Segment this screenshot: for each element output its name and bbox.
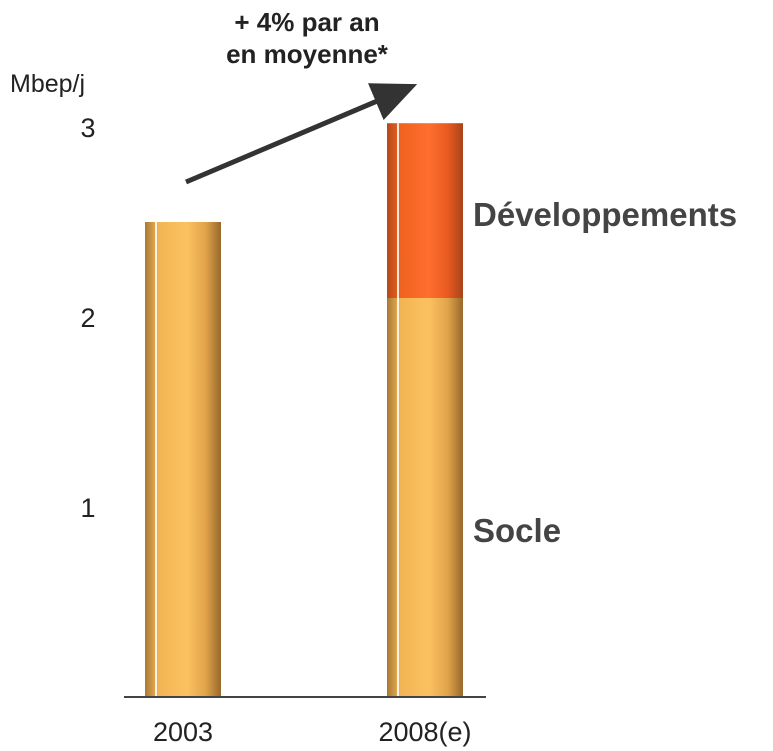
growth-arrow-icon bbox=[185, 83, 418, 185]
x-tick-label: 2008(e) bbox=[378, 717, 471, 747]
series-label-d-veloppements: Développements bbox=[473, 196, 737, 233]
bars-group bbox=[145, 123, 463, 697]
y-tick-label: 2 bbox=[80, 303, 95, 333]
bar-socle-2008-e bbox=[387, 298, 463, 697]
y-tick-labels: 1 2 3 bbox=[80, 113, 95, 523]
series-label-socle: Socle bbox=[473, 512, 561, 549]
bar-socle-2003 bbox=[145, 222, 221, 697]
y-axis-unit-label: Mbep/j bbox=[10, 70, 85, 98]
annotation-line-2: en moyenne* bbox=[226, 39, 389, 69]
series-labels: Socle Développements bbox=[473, 196, 737, 549]
growth-annotation: + 4% par an en moyenne* bbox=[185, 7, 418, 185]
bar-d-veloppements-2008-e bbox=[387, 123, 463, 298]
x-tick-label: 2003 bbox=[153, 717, 213, 747]
y-tick-label: 3 bbox=[80, 113, 95, 143]
annotation-line-1: + 4% par an bbox=[234, 7, 379, 37]
x-tick-labels: 2003 2008(e) bbox=[153, 717, 472, 747]
y-tick-label: 1 bbox=[80, 493, 95, 523]
